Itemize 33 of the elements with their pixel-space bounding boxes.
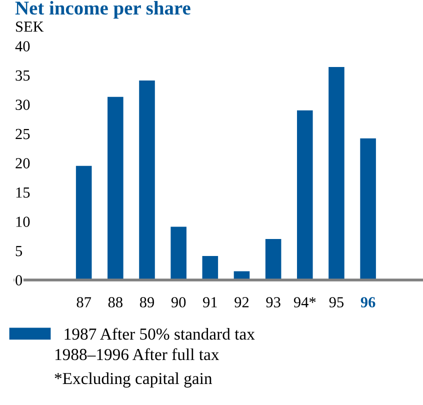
y-tick-label: 35 bbox=[16, 70, 30, 81]
x-tick-label: 90 bbox=[171, 297, 186, 308]
bar bbox=[76, 166, 92, 280]
y-tick-label: 25 bbox=[16, 128, 30, 140]
bar bbox=[202, 256, 218, 280]
bar bbox=[108, 96, 124, 280]
x-tick-label: 91 bbox=[203, 297, 217, 308]
y-tick-label: 0 bbox=[16, 275, 22, 286]
y-tick-label: 40 bbox=[15, 41, 30, 52]
chart-title: Net income per share bbox=[15, 1, 190, 19]
bar bbox=[170, 226, 186, 280]
x-tick-label: 94* bbox=[294, 297, 316, 308]
x-tick-label: 95 bbox=[329, 297, 344, 308]
bar bbox=[139, 80, 155, 280]
x-tick-label: 88 bbox=[108, 297, 122, 308]
bar bbox=[297, 110, 313, 280]
text: *Excluding capital gain bbox=[54, 372, 212, 388]
text: 1988–1996 After full tax bbox=[55, 348, 220, 360]
y-axis-title: SEK bbox=[16, 22, 44, 32]
y-tick-label: 5 bbox=[16, 246, 22, 256]
y-tick-label: 15 bbox=[16, 187, 30, 198]
bar bbox=[328, 67, 344, 280]
y-tick-label: 10 bbox=[16, 216, 30, 227]
x-tick-label: 87 bbox=[76, 297, 92, 308]
x-tick-label: 93 bbox=[266, 297, 280, 308]
x-tick-label: 89 bbox=[140, 297, 154, 308]
legend-label: 1987 After 50% standard tax bbox=[64, 328, 255, 340]
bar bbox=[265, 239, 282, 280]
y-tick-label: 30 bbox=[16, 100, 30, 110]
bar bbox=[360, 138, 376, 280]
x-tick-label: 96 bbox=[360, 297, 376, 308]
x-tick-label: 92 bbox=[234, 297, 249, 308]
y-tick-label: 20 bbox=[16, 158, 30, 168]
